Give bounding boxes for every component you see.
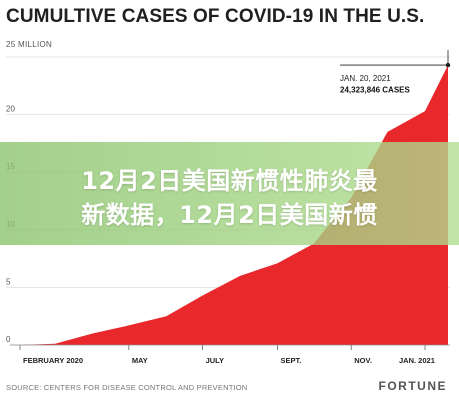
chart-title: CUMULTIVE CASES OF COVID-19 IN THE U.S.: [6, 6, 425, 27]
y-tick-label: 20: [6, 105, 15, 114]
y-axis-unit-label: 25 MILLION: [6, 40, 53, 49]
x-tick-label: JULY: [206, 356, 224, 365]
overlay-banner: 12月2日美国新惯性肺炎最 新数据，12月2日美国新惯: [0, 142, 459, 245]
y-tick-label: 0: [6, 335, 11, 344]
fortune-logo: FORTUNE: [378, 379, 447, 393]
y-tick-label: 5: [6, 277, 11, 286]
overlay-headline-line-1: 12月2日美国新惯性肺炎最: [81, 167, 378, 195]
x-axis-ticks: FEBRUARY 2020 MAY JULY SEPT. NOV. JAN. 2021: [19, 345, 435, 365]
source-note: SOURCE: CENTERS FOR DISEASE CONTROL AND …: [6, 383, 248, 392]
x-tick-label: JAN. 2021: [399, 356, 435, 365]
cases-area: [20, 65, 448, 345]
peak-annotation: JAN. 20, 2021 24,323,846 CASES: [340, 50, 451, 95]
annotation-date: JAN. 20, 2021: [340, 74, 391, 83]
annotation-point: [445, 62, 451, 68]
overlay-headline-line-2: 新数据，12月2日美国新惯: [81, 201, 378, 229]
x-tick-label: FEBRUARY 2020: [23, 356, 83, 365]
x-tick-label: MAY: [132, 356, 148, 365]
x-tick-label: NOV.: [354, 356, 372, 365]
x-tick-label: SEPT.: [281, 356, 302, 365]
annotation-value: 24,323,846 CASES: [340, 86, 410, 95]
